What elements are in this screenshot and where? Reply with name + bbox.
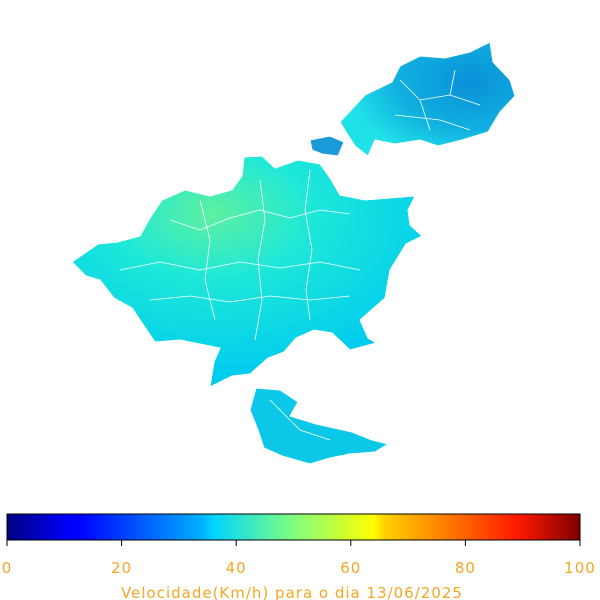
colorbar-ticks: 0 20 40 60 80 100 xyxy=(2,540,596,577)
tick-label: 40 xyxy=(226,559,247,577)
tick-label: 0 xyxy=(2,559,13,577)
colorbar xyxy=(6,513,581,541)
map xyxy=(71,41,516,465)
map-region xyxy=(309,135,345,157)
tick-label: 20 xyxy=(111,559,132,577)
map-region xyxy=(71,155,423,388)
colorbar-label: Velocidade(Km/h) para o dia 13/06/2025 xyxy=(121,584,463,600)
region-borders xyxy=(119,69,481,441)
map-region xyxy=(249,387,390,465)
tick-label: 80 xyxy=(455,559,476,577)
tick-label: 100 xyxy=(564,559,596,577)
tick-label: 60 xyxy=(340,559,361,577)
